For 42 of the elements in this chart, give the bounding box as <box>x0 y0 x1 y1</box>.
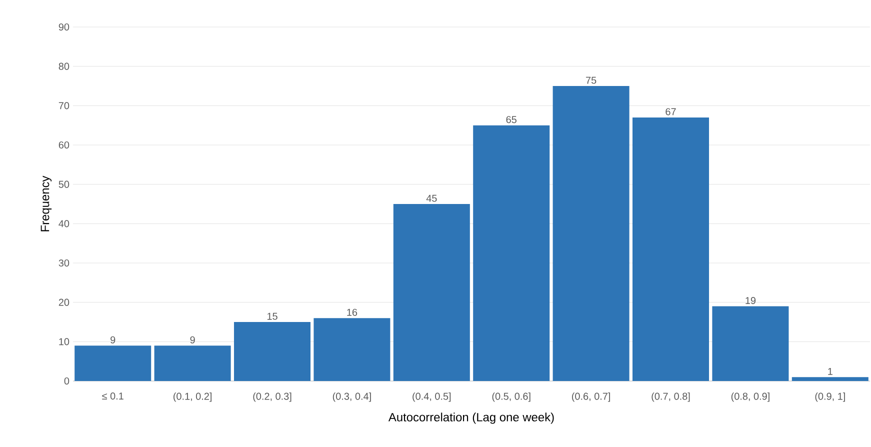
bar <box>314 318 390 381</box>
bar <box>74 346 152 381</box>
y-tick-label: 30 <box>58 259 70 267</box>
x-tick-label: (0.9, 1] <box>815 392 845 402</box>
x-tick-label: (0.6, 0.7] <box>572 392 610 402</box>
bar <box>632 117 710 381</box>
y-tick-label: 20 <box>58 298 70 306</box>
y-tick-label: 60 <box>58 141 70 149</box>
x-tick-label: (0.8, 0.9] <box>731 392 770 402</box>
bar <box>234 322 311 381</box>
data-label: 45 <box>426 194 437 202</box>
y-tick-label: 40 <box>58 220 70 228</box>
y-tick-label: 10 <box>59 338 70 346</box>
data-label: 1 <box>828 368 832 375</box>
y-tick-label: 80 <box>58 62 70 70</box>
x-tick-label: (0.1, 0.2] <box>174 392 212 402</box>
y-tick-label: 0 <box>64 377 70 385</box>
bar <box>154 346 231 381</box>
bar <box>712 306 789 381</box>
x-tick-label: (0.7, 0.8] <box>652 392 690 402</box>
data-label: 16 <box>347 308 358 316</box>
data-label: 67 <box>666 108 676 116</box>
data-label: 75 <box>586 76 596 84</box>
bar <box>393 204 470 381</box>
x-tick-label: (0.4, 0.5] <box>412 392 451 402</box>
data-label: 15 <box>267 312 278 320</box>
x-tick-label: (0.5, 0.6] <box>492 392 530 402</box>
y-tick-label: 90 <box>58 23 70 31</box>
y-tick-label: 50 <box>58 180 70 188</box>
x-tick-label: (0.3, 0.4] <box>332 392 371 402</box>
data-label: 65 <box>506 116 516 124</box>
data-label: 9 <box>190 336 195 344</box>
bar <box>792 377 868 381</box>
bar <box>552 86 630 381</box>
data-label: 19 <box>746 297 756 304</box>
x-tick-label: ≤ 0.1 <box>102 392 124 400</box>
y-tick-label: 70 <box>58 102 70 110</box>
x-axis-title: Autocorrelation (Lag one week) <box>388 412 554 424</box>
bar <box>473 125 550 381</box>
x-tick-label: (0.2, 0.3] <box>253 392 292 402</box>
y-axis-title: Frequency <box>40 176 52 232</box>
data-label: 9 <box>110 336 116 344</box>
